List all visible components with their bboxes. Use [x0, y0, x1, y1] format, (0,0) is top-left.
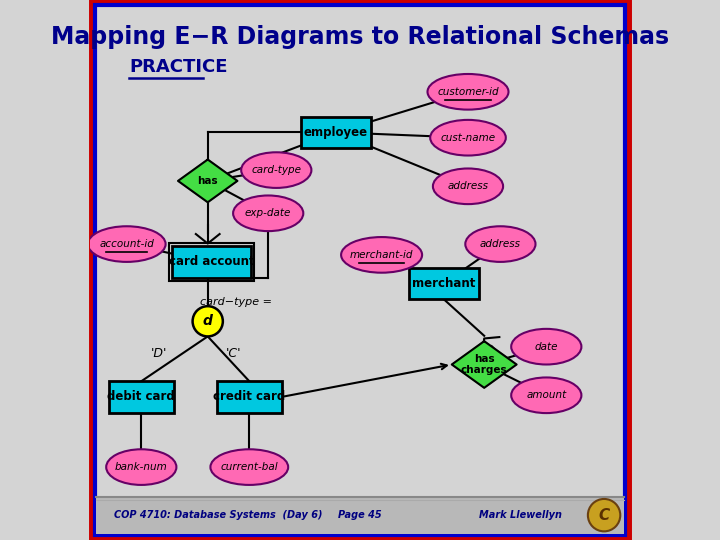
FancyBboxPatch shape — [409, 268, 479, 299]
Text: amount: amount — [526, 390, 567, 400]
Text: card-type: card-type — [251, 165, 301, 175]
Text: C: C — [598, 508, 610, 523]
FancyBboxPatch shape — [109, 381, 174, 413]
FancyBboxPatch shape — [301, 117, 371, 148]
Ellipse shape — [465, 226, 536, 262]
Text: bank-num: bank-num — [115, 462, 168, 472]
Text: Mark Llewellyn: Mark Llewellyn — [479, 510, 562, 520]
FancyBboxPatch shape — [172, 246, 251, 278]
Polygon shape — [178, 159, 238, 202]
Text: card account: card account — [168, 255, 254, 268]
Ellipse shape — [88, 226, 166, 262]
Circle shape — [588, 499, 621, 531]
Text: has: has — [197, 176, 218, 186]
Ellipse shape — [241, 152, 311, 188]
Ellipse shape — [210, 449, 288, 485]
Text: cust-name: cust-name — [441, 133, 495, 143]
Ellipse shape — [428, 74, 508, 110]
Ellipse shape — [341, 237, 422, 273]
Ellipse shape — [431, 120, 505, 156]
Ellipse shape — [106, 449, 176, 485]
Text: 'D': 'D' — [150, 347, 167, 360]
FancyBboxPatch shape — [217, 381, 282, 413]
Text: current-bal: current-bal — [220, 462, 278, 472]
Text: 'C': 'C' — [225, 347, 241, 360]
Text: card−type =: card−type = — [199, 298, 271, 307]
Text: address: address — [480, 239, 521, 249]
Circle shape — [192, 306, 223, 336]
Text: PRACTICE: PRACTICE — [129, 58, 228, 77]
Polygon shape — [452, 341, 517, 388]
Text: debit card: debit card — [107, 390, 175, 403]
Ellipse shape — [511, 377, 582, 413]
Text: customer-id: customer-id — [437, 87, 499, 97]
Text: merchant: merchant — [412, 277, 475, 290]
Text: exp-date: exp-date — [245, 208, 292, 218]
Text: credit card: credit card — [213, 390, 285, 403]
Text: account-id: account-id — [99, 239, 154, 249]
FancyBboxPatch shape — [96, 497, 624, 534]
Text: Page 45: Page 45 — [338, 510, 382, 520]
Text: date: date — [534, 342, 558, 352]
Text: Mapping E−R Diagrams to Relational Schemas: Mapping E−R Diagrams to Relational Schem… — [51, 25, 669, 49]
Text: employee: employee — [304, 126, 368, 139]
Text: has
charges: has charges — [461, 354, 508, 375]
Text: d: d — [203, 314, 212, 328]
Ellipse shape — [433, 168, 503, 204]
Text: address: address — [448, 181, 488, 191]
Text: COP 4710: Database Systems  (Day 6): COP 4710: Database Systems (Day 6) — [114, 510, 323, 520]
Ellipse shape — [233, 195, 303, 231]
Ellipse shape — [511, 329, 582, 365]
Text: merchant-id: merchant-id — [350, 250, 413, 260]
